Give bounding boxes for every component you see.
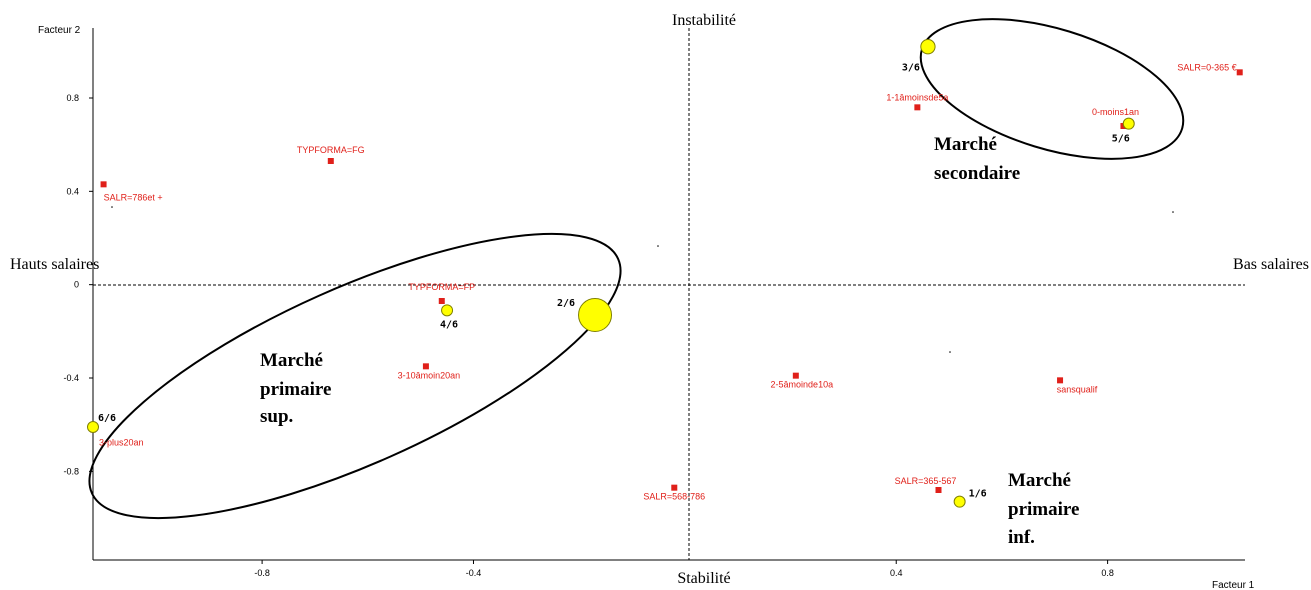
category-label: sansqualif — [1057, 384, 1098, 394]
group-annotation-line: Marché — [260, 350, 323, 371]
group-annotation-line: primaire — [1008, 499, 1079, 520]
y-tick-label: -0.4 — [63, 373, 79, 383]
pole-bottom-label: Stabilité — [677, 570, 730, 587]
category-label: 2-5âmoinde10a — [771, 380, 834, 390]
category-marker — [422, 363, 429, 370]
stray-dot — [949, 351, 951, 353]
group-annotation-line: sup. — [260, 406, 293, 427]
class-label: 2/6 — [557, 298, 575, 309]
y-tick-label: 0.8 — [66, 93, 79, 103]
category-label: SALR=786et + — [104, 192, 163, 202]
category-label: SALR=365-567 — [895, 476, 957, 486]
class-label: 4/6 — [440, 319, 458, 330]
class-label: 5/6 — [1112, 134, 1130, 145]
class-label: 1/6 — [969, 489, 987, 500]
ticks-layer: -0.8 -0.4 0.4 0.8 0.8 0.4 0 -0.4 -0.8 — [63, 93, 1113, 578]
category-marker — [1057, 377, 1064, 384]
class-circle — [87, 421, 99, 433]
category-label: 1-1âmoinsde5a — [886, 92, 948, 102]
group-ellipse-primaire-sup — [88, 232, 622, 520]
y-tick-label: 0 — [74, 280, 79, 290]
category-marker — [914, 104, 921, 111]
x-tick-label: -0.8 — [254, 568, 270, 578]
category-label: TYPFORMA=FP — [408, 282, 475, 292]
x-axis-title: Facteur 1 — [1212, 580, 1255, 590]
class-circle — [920, 39, 936, 55]
pole-left-label: Hauts salaires — [10, 256, 99, 273]
stray-dot — [1172, 211, 1174, 213]
category-marker — [671, 484, 678, 491]
group-annotation-line: Marché — [1008, 470, 1071, 491]
pole-top-label: Instabilité — [672, 12, 736, 29]
y-axis-title: Facteur 2 — [38, 25, 81, 36]
y-tick-label: 0.4 — [66, 186, 79, 196]
x-tick-label: 0.8 — [1101, 568, 1114, 578]
group-annotation-line: primaire — [260, 379, 331, 400]
group-annotation-line: inf. — [1008, 527, 1035, 548]
class-circle — [578, 298, 613, 332]
group-annotation-secondaire: Marché secondaire — [934, 134, 1020, 184]
category-label: 3-plus20an — [99, 437, 144, 447]
classes-layer: 1/6 2/6 3/6 4/6 5/6 6/6 — [87, 39, 1135, 508]
category-marker — [438, 298, 445, 304]
stray-dot — [657, 245, 659, 247]
class-label: 6/6 — [98, 413, 116, 424]
category-marker — [1236, 69, 1243, 76]
category-marker — [792, 372, 799, 379]
pole-right-label: Bas salaires — [1233, 256, 1309, 273]
x-tick-label: 0.4 — [890, 568, 903, 578]
class-label: 3/6 — [902, 63, 920, 74]
group-annotation-primaire-sup: Marché primaire sup. — [260, 350, 331, 427]
class-circle — [953, 495, 966, 508]
stray-dot — [111, 206, 113, 208]
class-circle — [441, 304, 454, 317]
category-label: 0-moins1an — [1092, 107, 1139, 117]
y-tick-label: -0.8 — [63, 466, 79, 476]
x-tick-label: -0.4 — [466, 568, 482, 578]
group-annotation-line: secondaire — [934, 163, 1020, 184]
class-circle — [1122, 117, 1135, 130]
category-label: SALR=568-786 — [643, 492, 705, 502]
group-annotation-primaire-inf: Marché primaire inf. — [1008, 470, 1079, 548]
group-ellipse-secondaire — [919, 18, 1185, 160]
category-label: 3-10âmoin20an — [398, 370, 461, 380]
category-label: SALR=0-365 € — [1177, 62, 1236, 72]
group-annotation-line: Marché — [934, 134, 997, 155]
category-marker — [327, 158, 334, 164]
categories-layer: SALR=0-365 € 1-1âmoinsde5a 0-moins1an TYPFO… — [90, 62, 1243, 502]
category-marker — [935, 487, 942, 493]
category-label: TYPFORMA=FG — [297, 145, 365, 155]
category-marker — [100, 181, 107, 188]
